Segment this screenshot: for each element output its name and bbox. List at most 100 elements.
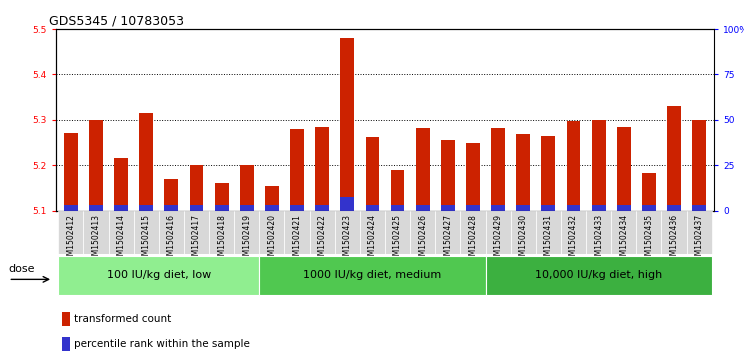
Bar [642, 205, 655, 211]
FancyBboxPatch shape [636, 211, 661, 254]
Bar [190, 205, 203, 211]
FancyBboxPatch shape [209, 211, 234, 254]
FancyBboxPatch shape [461, 211, 486, 254]
FancyBboxPatch shape [134, 211, 158, 254]
Text: GSM1502419: GSM1502419 [243, 214, 251, 265]
FancyBboxPatch shape [260, 256, 486, 295]
FancyBboxPatch shape [284, 211, 310, 254]
Bar [115, 158, 128, 211]
Text: GSM1502413: GSM1502413 [92, 214, 100, 265]
Bar [64, 205, 78, 211]
Text: GSM1502434: GSM1502434 [619, 214, 628, 265]
Bar [591, 205, 606, 211]
Bar [62, 313, 70, 326]
Text: 10,000 IU/kg diet, high: 10,000 IU/kg diet, high [535, 270, 662, 280]
Bar [89, 205, 103, 211]
Text: 100 IU/kg diet, low: 100 IU/kg diet, low [106, 270, 211, 280]
Bar [617, 127, 631, 211]
Bar [365, 137, 379, 211]
Text: GSM1502430: GSM1502430 [519, 214, 527, 265]
Bar [391, 170, 405, 211]
Text: GSM1502436: GSM1502436 [670, 214, 679, 265]
FancyBboxPatch shape [234, 211, 260, 254]
FancyBboxPatch shape [687, 211, 712, 254]
FancyBboxPatch shape [184, 211, 209, 254]
FancyBboxPatch shape [410, 211, 435, 254]
FancyBboxPatch shape [58, 211, 83, 254]
FancyBboxPatch shape [158, 211, 184, 254]
Bar [617, 205, 631, 211]
Text: GSM1502416: GSM1502416 [167, 214, 176, 265]
Text: GSM1502422: GSM1502422 [318, 214, 327, 265]
Bar [416, 205, 429, 211]
Text: percentile rank within the sample: percentile rank within the sample [74, 339, 250, 349]
Bar [516, 134, 530, 211]
FancyBboxPatch shape [260, 211, 284, 254]
Text: GSM1502431: GSM1502431 [544, 214, 553, 265]
FancyBboxPatch shape [310, 211, 335, 254]
Text: GSM1502426: GSM1502426 [418, 214, 427, 265]
Text: GSM1502429: GSM1502429 [493, 214, 503, 265]
Text: 1000 IU/kg diet, medium: 1000 IU/kg diet, medium [304, 270, 442, 280]
Text: GDS5345 / 10783053: GDS5345 / 10783053 [49, 15, 185, 28]
Bar [139, 113, 153, 211]
Bar [190, 165, 203, 211]
Bar [391, 205, 405, 211]
Bar [667, 205, 681, 211]
FancyBboxPatch shape [510, 211, 536, 254]
Text: GSM1502427: GSM1502427 [443, 214, 452, 265]
FancyBboxPatch shape [661, 211, 687, 254]
Bar [215, 205, 228, 211]
Text: GSM1502412: GSM1502412 [66, 214, 75, 265]
Bar [567, 121, 580, 211]
FancyBboxPatch shape [586, 211, 612, 254]
Bar [215, 183, 228, 211]
Text: GSM1502433: GSM1502433 [594, 214, 603, 265]
Bar [315, 205, 329, 211]
Bar [265, 205, 279, 211]
Bar [341, 38, 354, 211]
FancyBboxPatch shape [536, 211, 561, 254]
FancyBboxPatch shape [58, 256, 260, 295]
Bar [466, 143, 480, 211]
Text: GSM1502421: GSM1502421 [292, 214, 301, 265]
Text: GSM1502435: GSM1502435 [644, 214, 653, 265]
Text: transformed count: transformed count [74, 314, 171, 324]
Bar [365, 205, 379, 211]
FancyBboxPatch shape [612, 211, 636, 254]
Text: GSM1502425: GSM1502425 [393, 214, 402, 265]
Text: GSM1502418: GSM1502418 [217, 214, 226, 265]
Bar [341, 197, 354, 211]
Bar [265, 185, 279, 211]
Text: GSM1502415: GSM1502415 [142, 214, 151, 265]
Bar [89, 120, 103, 211]
Bar [115, 205, 128, 211]
Bar [240, 205, 254, 211]
Bar [62, 337, 70, 351]
Text: GSM1502414: GSM1502414 [117, 214, 126, 265]
FancyBboxPatch shape [486, 256, 712, 295]
Text: GSM1502432: GSM1502432 [569, 214, 578, 265]
Bar [642, 173, 655, 211]
Bar [164, 179, 179, 211]
Bar [567, 205, 580, 211]
Bar [542, 205, 555, 211]
Bar [315, 127, 329, 211]
FancyBboxPatch shape [360, 211, 385, 254]
Bar [290, 205, 304, 211]
Bar [64, 133, 78, 211]
Bar [491, 205, 505, 211]
Text: GSM1502420: GSM1502420 [267, 214, 277, 265]
Bar [491, 128, 505, 211]
Text: GSM1502424: GSM1502424 [368, 214, 377, 265]
Bar [290, 129, 304, 211]
Bar [692, 120, 706, 211]
Bar [240, 165, 254, 211]
Bar [516, 205, 530, 211]
Bar [591, 120, 606, 211]
Bar [164, 205, 179, 211]
Bar [139, 205, 153, 211]
Bar [441, 205, 455, 211]
Bar [667, 106, 681, 211]
Text: GSM1502437: GSM1502437 [695, 214, 704, 265]
